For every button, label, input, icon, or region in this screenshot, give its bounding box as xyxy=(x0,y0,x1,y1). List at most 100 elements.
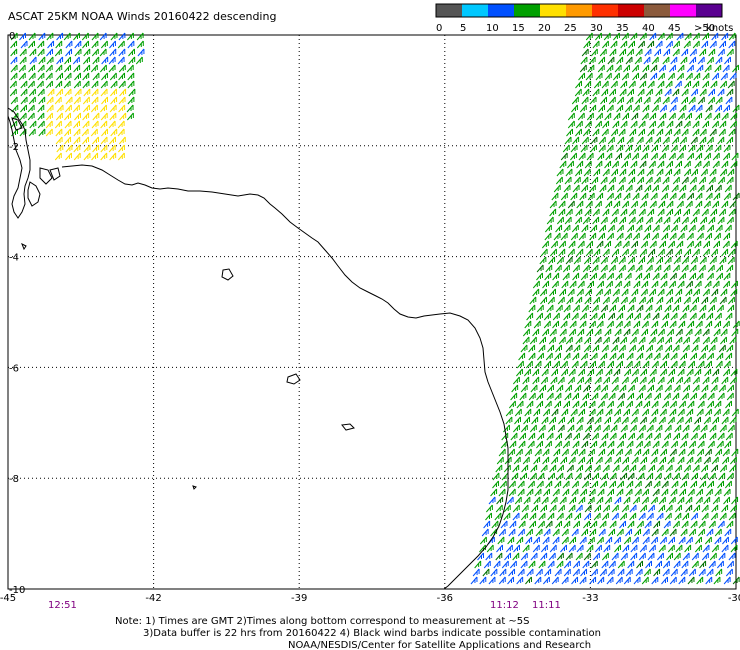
wind-barb xyxy=(556,384,564,393)
wind-barb xyxy=(695,200,703,209)
wind-barb xyxy=(622,544,630,553)
wind-barb xyxy=(651,448,659,457)
wind-barb xyxy=(612,464,620,473)
wind-barb xyxy=(679,144,686,153)
wind-barb xyxy=(632,496,640,505)
wind-barb xyxy=(730,240,738,249)
wind-barb xyxy=(670,568,678,577)
wind-barb xyxy=(624,104,632,113)
wind-barb xyxy=(701,344,708,353)
wind-barb xyxy=(618,128,626,137)
wind-barb xyxy=(592,88,600,97)
wind-barb xyxy=(583,336,591,345)
wind-barb xyxy=(682,552,690,561)
wind-barb xyxy=(598,104,605,113)
wind-barb xyxy=(664,384,672,393)
wind-barb xyxy=(712,280,720,289)
wind-barb xyxy=(586,416,594,425)
wind-barb xyxy=(597,64,605,73)
wind-barb xyxy=(584,504,592,513)
wind-barb xyxy=(536,440,543,449)
wind-barb xyxy=(606,272,614,281)
wind-barb xyxy=(612,288,620,297)
wind-barb xyxy=(688,104,696,113)
wind-barb xyxy=(552,528,560,537)
wind-barb xyxy=(516,400,524,409)
wind-barb xyxy=(556,472,564,481)
wind-barb xyxy=(589,104,597,113)
wind-barb xyxy=(587,496,595,505)
wind-barb xyxy=(718,472,726,481)
wind-barb xyxy=(681,128,689,137)
wind-barb xyxy=(675,544,683,553)
wind-barb xyxy=(498,448,506,457)
wind-barb xyxy=(592,40,600,49)
wind-barb xyxy=(514,416,521,425)
wind-barb xyxy=(717,216,725,225)
wind-barb xyxy=(591,304,599,313)
wind-barb xyxy=(554,392,562,401)
wind-barb xyxy=(570,408,578,417)
wind-barb xyxy=(630,32,638,41)
wind-barb xyxy=(668,536,675,545)
wind-barb xyxy=(696,408,704,417)
wind-barb xyxy=(564,392,572,401)
wind-barb xyxy=(590,560,598,569)
wind-barb xyxy=(654,48,661,57)
wind-barb xyxy=(718,552,726,561)
wind-barb xyxy=(610,80,618,89)
wind-barb xyxy=(511,472,519,481)
wind-barb xyxy=(620,472,628,481)
wind-barb xyxy=(10,48,18,57)
plot-frame xyxy=(7,34,737,590)
island-1 xyxy=(27,181,41,207)
wind-barb xyxy=(685,200,693,209)
wind-barb xyxy=(587,536,595,545)
wind-barb xyxy=(573,176,581,185)
wind-barb xyxy=(573,432,580,441)
wind-barb xyxy=(652,488,660,497)
wind-barb xyxy=(565,512,573,521)
wind-barb xyxy=(574,168,582,177)
wind-barb xyxy=(37,40,45,49)
wind-barb xyxy=(674,80,682,89)
wind-barb xyxy=(642,64,650,73)
legend-label: 0 xyxy=(436,23,442,34)
wind-barb xyxy=(719,80,727,89)
wind-barb xyxy=(82,136,89,145)
wind-barb xyxy=(540,552,548,561)
wind-barb xyxy=(37,48,45,57)
wind-barb xyxy=(625,56,633,65)
wind-barb xyxy=(499,480,507,489)
wind-barb xyxy=(692,128,700,137)
wind-barb xyxy=(672,48,680,57)
wind-barb xyxy=(565,344,573,353)
wind-barb xyxy=(628,296,636,305)
wind-barb xyxy=(624,232,632,241)
wind-barb xyxy=(730,536,738,545)
wind-barb xyxy=(670,360,678,369)
wind-barb xyxy=(575,504,583,513)
wind-barb xyxy=(703,496,711,505)
wind-barb xyxy=(571,528,579,537)
wind-barb xyxy=(724,528,732,537)
wind-barb xyxy=(690,136,698,145)
wind-barb xyxy=(576,376,584,385)
legend-swatch xyxy=(696,4,722,17)
wind-barb xyxy=(609,88,616,97)
wind-barb xyxy=(609,480,616,489)
wind-barb xyxy=(63,80,71,89)
wind-barb xyxy=(722,536,729,545)
wind-barb xyxy=(638,128,645,137)
wind-barb xyxy=(109,112,117,121)
wind-barb xyxy=(635,224,643,233)
wind-barb xyxy=(541,416,549,425)
wind-barb xyxy=(100,112,108,121)
wind-barb xyxy=(64,88,72,97)
wind-barb xyxy=(541,240,549,249)
wind-barb xyxy=(578,448,586,457)
wind-barb xyxy=(611,504,619,513)
legend-label: 5 xyxy=(460,23,466,34)
wind-barb xyxy=(685,72,693,81)
wind-barb xyxy=(576,544,584,553)
